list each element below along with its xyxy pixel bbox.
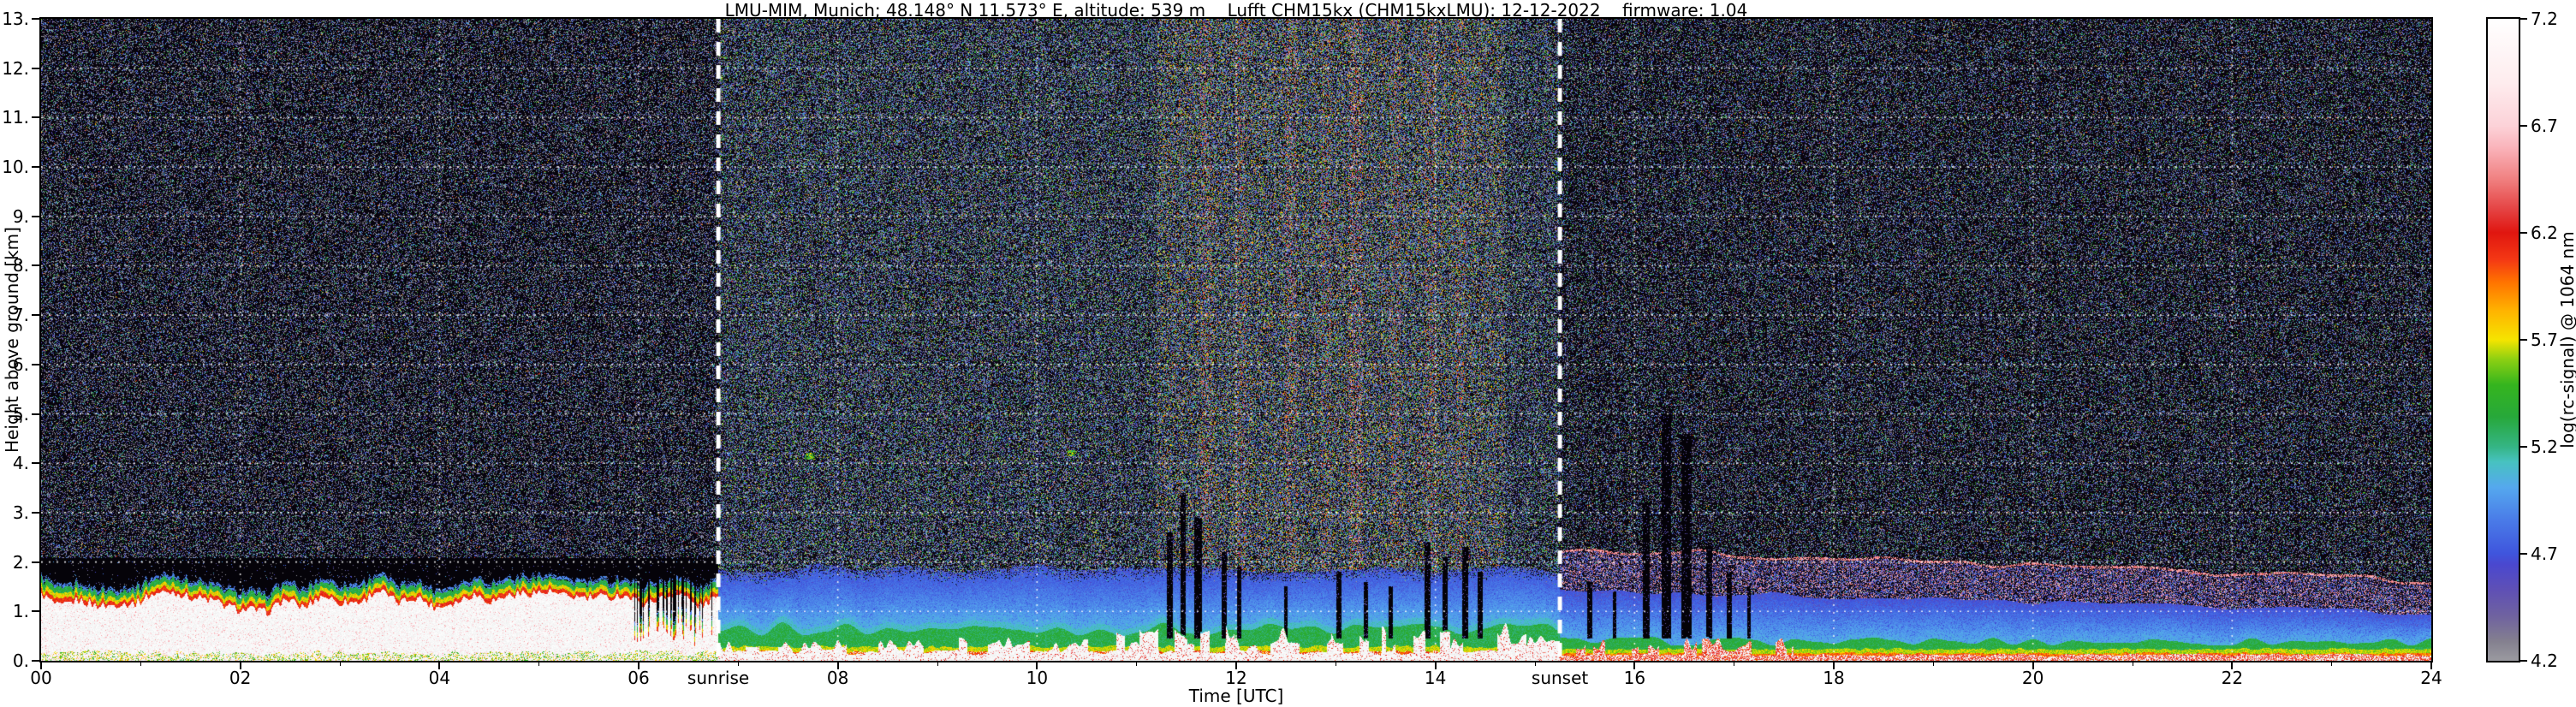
colorbar-tick-mark <box>2520 339 2527 341</box>
colorbar-tick-mark <box>2520 125 2527 127</box>
y-tick-mark <box>32 215 41 217</box>
y-tick-label: 12. <box>2 57 29 79</box>
y-tick-label: 8. <box>12 255 29 276</box>
y-tick-mark <box>32 511 41 514</box>
y-tick-mark <box>32 561 41 563</box>
x-tick-label: 22 <box>2221 668 2244 688</box>
colorbar-tick-mark <box>2520 18 2527 20</box>
x-axis-label: Time [UTC] <box>1188 686 1284 706</box>
x-tick-mark <box>638 661 640 669</box>
x-minor-tick-mark <box>1534 661 1536 666</box>
y-tick-mark <box>32 18 41 20</box>
x-tick-label: 06 <box>628 668 650 688</box>
x-tick-mark <box>239 661 241 669</box>
x-tick-mark <box>40 661 42 669</box>
y-tick-mark <box>32 264 41 267</box>
x-tick-mark <box>2231 661 2234 669</box>
x-minor-tick-mark <box>140 661 141 666</box>
x-tick-mark <box>836 661 839 669</box>
sun-annotation-label: sunrise <box>687 668 750 688</box>
y-tick-mark <box>32 462 41 465</box>
y-tick-mark <box>32 116 41 119</box>
colorbar-gradient <box>2488 19 2519 661</box>
x-tick-mark <box>2032 661 2034 669</box>
x-minor-tick-mark <box>1136 661 1138 666</box>
y-tick-label: 1. <box>12 601 29 622</box>
x-minor-tick-mark <box>937 661 938 666</box>
y-tick-mark <box>32 413 41 415</box>
x-tick-label: 14 <box>1424 668 1447 688</box>
x-tick-mark <box>1235 661 1237 669</box>
x-tick-label: 10 <box>1026 668 1049 688</box>
x-tick-mark <box>1833 661 1835 669</box>
y-tick-label: 2. <box>12 551 29 573</box>
y-tick-label: 10. <box>2 157 29 178</box>
y-tick-label: 3. <box>12 502 29 523</box>
y-tick-label: 11. <box>2 107 29 128</box>
x-tick-label: 12 <box>1225 668 1247 688</box>
y-tick-mark <box>32 363 41 365</box>
x-tick-label: 16 <box>1623 668 1646 688</box>
x-tick-label: 24 <box>2420 668 2442 688</box>
colorbar-tick-label: 4.7 <box>2531 544 2558 564</box>
y-tick-label: 0. <box>12 651 29 671</box>
colorbar-tick-label: 6.2 <box>2531 223 2558 243</box>
y-tick-label: 5. <box>12 403 29 425</box>
colorbar-tick-label: 5.2 <box>2531 437 2558 457</box>
y-tick-label: 6. <box>12 354 29 375</box>
x-tick-label: 02 <box>229 668 252 688</box>
colorbar-tick-mark <box>2520 553 2527 555</box>
x-tick-mark <box>1434 661 1437 669</box>
y-tick-mark <box>32 166 41 169</box>
x-minor-tick-mark <box>1932 661 1934 666</box>
heatmap-canvas <box>41 19 2431 661</box>
colorbar-tick-label: 4.2 <box>2531 651 2558 671</box>
y-tick-label: 9. <box>12 205 29 227</box>
x-minor-tick-mark <box>339 661 341 666</box>
x-tick-label: 00 <box>30 668 52 688</box>
x-tick-mark <box>1036 661 1038 669</box>
colorbar-tick-mark <box>2520 446 2527 448</box>
y-tick-mark <box>32 660 41 662</box>
colorbar-tick-label: 6.7 <box>2531 116 2558 136</box>
colorbar-tick-mark <box>2520 232 2527 234</box>
y-tick-label: 7. <box>12 305 29 326</box>
x-tick-label: 18 <box>1823 668 1845 688</box>
colorbar <box>2486 17 2520 662</box>
y-tick-mark <box>32 610 41 613</box>
colorbar-tick-mark <box>2520 660 2527 662</box>
sun-annotation-label: sunset <box>1531 668 1589 688</box>
x-tick-label: 20 <box>2021 668 2044 688</box>
x-tick-mark <box>2430 661 2432 669</box>
x-tick-mark <box>438 661 441 669</box>
plot-area <box>39 17 2433 662</box>
colorbar-tick-label: 7.2 <box>2531 9 2558 29</box>
x-tick-mark <box>1633 661 1636 669</box>
y-tick-label: 4. <box>12 453 29 474</box>
y-tick-mark <box>32 67 41 69</box>
colorbar-tick-label: 5.7 <box>2531 330 2558 350</box>
x-minor-tick-mark <box>737 661 739 666</box>
y-tick-label: 13. <box>2 9 29 29</box>
x-tick-label: 08 <box>826 668 849 688</box>
x-tick-label: 04 <box>428 668 451 688</box>
x-minor-tick-mark <box>538 661 540 666</box>
y-tick-mark <box>32 314 41 317</box>
x-minor-tick-mark <box>2331 661 2333 666</box>
